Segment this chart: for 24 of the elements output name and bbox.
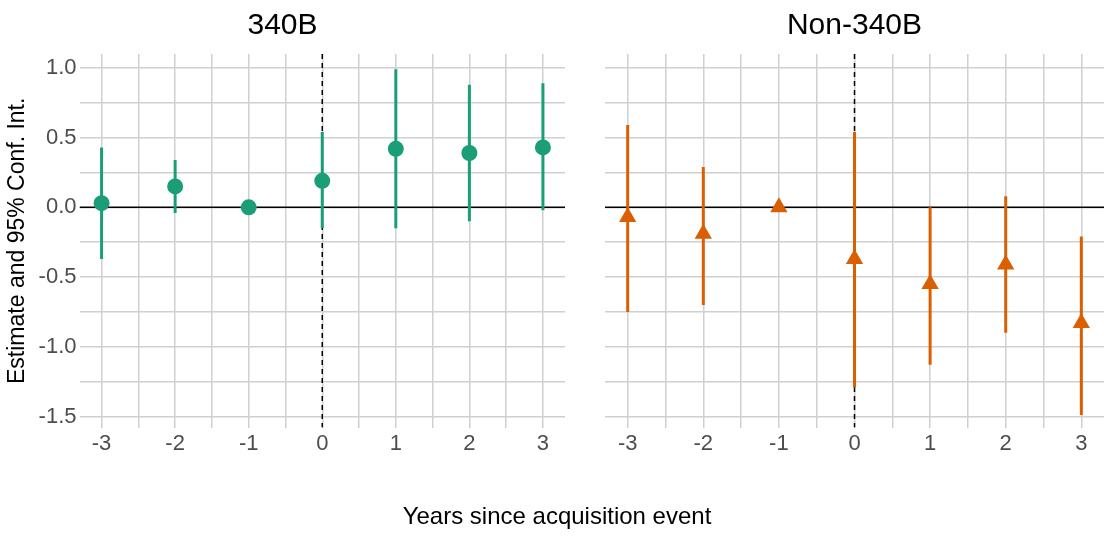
y-tick-label: -1.0 [38, 332, 77, 358]
chart-title: Non-340B [786, 7, 923, 41]
chart-title: 340B [247, 7, 318, 41]
x-axis-title: Years since acquisition event [401, 502, 713, 530]
x-tick-label: 3 [536, 429, 550, 455]
x-tick-label: -2 [693, 429, 714, 455]
x-tick-label: -3 [91, 429, 112, 455]
y-tick-label: -0.5 [38, 263, 77, 289]
x-tick-label: -1 [769, 429, 789, 455]
y-tick-label: 0.5 [45, 123, 77, 149]
x-tick-label: 1 [389, 429, 402, 455]
x-tick-label: 2 [463, 429, 476, 455]
x-tick-label: 0 [316, 429, 329, 455]
x-tick-label: 3 [1075, 429, 1088, 455]
y-axis-title: Estimate and 95% Conf. Int. [3, 97, 30, 384]
x-tick-label: -2 [165, 429, 185, 455]
y-tick-label: 0.0 [45, 193, 77, 219]
y-tick-label: -1.5 [38, 402, 77, 428]
x-tick-label: 0 [848, 429, 861, 455]
x-tick-label: -3 [617, 429, 638, 455]
x-tick-label: 2 [999, 429, 1012, 455]
y-tick-label: 1.0 [45, 54, 77, 79]
x-tick-label: -1 [238, 429, 259, 455]
x-tick-label: 1 [923, 429, 937, 455]
